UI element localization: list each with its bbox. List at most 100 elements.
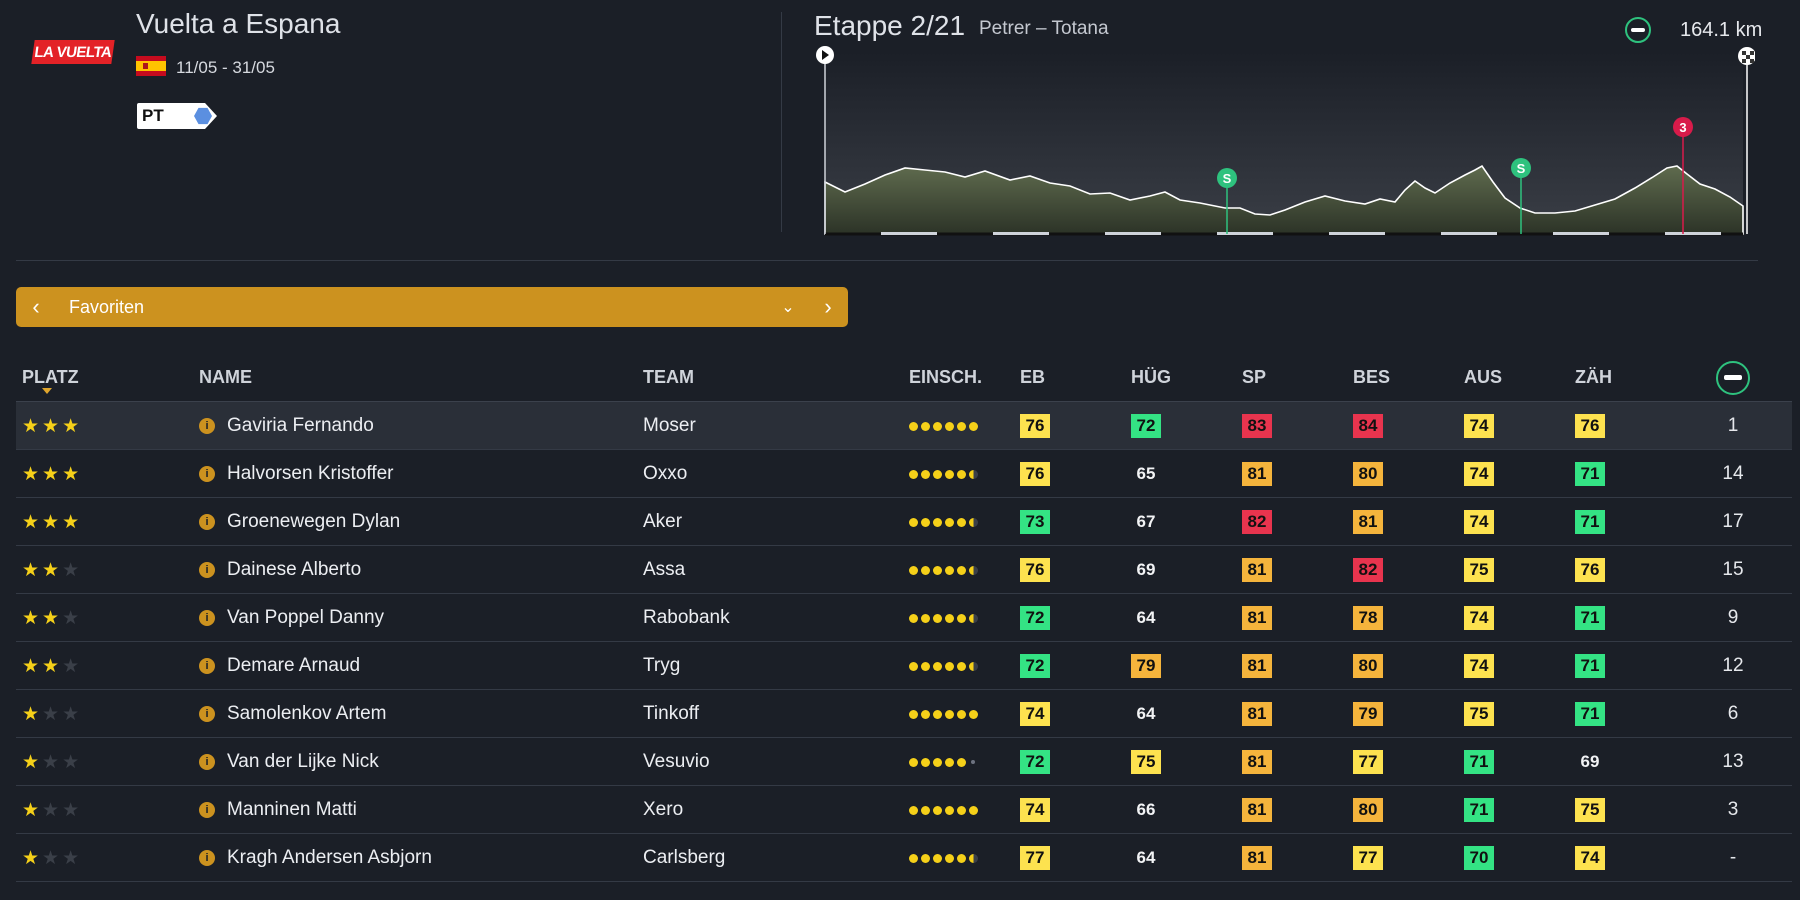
header-einsch[interactable]: EINSCH. <box>909 367 983 387</box>
form-dot <box>933 517 942 527</box>
stat-zah-value: 71 <box>1575 654 1605 678</box>
header-sp[interactable]: SP <box>1242 367 1267 387</box>
info-icon[interactable]: i <box>199 418 215 434</box>
stat-bes: 82 <box>1353 546 1383 594</box>
rider-team: Xero <box>643 799 684 820</box>
table-row[interactable]: ★ ★ ★ i Van der Lijke Nick Vesuvio 72 75 81 77 71 6… <box>16 738 1792 786</box>
form-indicator <box>909 642 978 690</box>
rider-name[interactable]: Samolenkov Artem <box>227 703 387 724</box>
form-dot <box>969 805 978 815</box>
star-icon: ★ <box>42 703 60 725</box>
table-row[interactable]: ★ ★ ★ i Demare Arnaud Tryg 72 79 81 80 74 71 12 <box>16 642 1792 690</box>
info-icon[interactable]: i <box>199 658 215 674</box>
rider-name[interactable]: Groenewegen Dylan <box>227 511 401 532</box>
info-icon-wrap[interactable]: i <box>199 546 215 594</box>
form-dot <box>971 760 975 764</box>
rider-team: Tinkoff <box>643 703 699 724</box>
stat-bes: 80 <box>1353 642 1383 690</box>
table-row[interactable]: ★ ★ ★ i Samolenkov Artem Tinkoff 74 64 81 79 75 71 6 <box>16 690 1792 738</box>
info-icon-wrap[interactable]: i <box>199 786 215 834</box>
info-icon[interactable]: i <box>199 706 215 722</box>
table-body: ★ ★ ★ i Gaviria Fernando Moser 76 72 83 84 74 76 1 ★ ★… <box>16 402 1792 882</box>
rider-name[interactable]: Van Poppel Danny <box>227 607 385 628</box>
elevation-area <box>824 164 1744 235</box>
stat-eb: 74 <box>1020 690 1050 738</box>
star-icon: ★ <box>42 511 60 533</box>
info-icon-wrap[interactable]: i <box>199 498 215 546</box>
form-dot <box>957 421 966 431</box>
star-icon: ★ <box>62 751 80 773</box>
header-eb[interactable]: EB <box>1020 367 1046 387</box>
form-dot <box>945 565 954 575</box>
table-row[interactable]: ★ ★ ★ i Kragh Andersen Asbjorn Carlsberg 77 64 8… <box>16 834 1792 882</box>
info-icon-wrap[interactable]: i <box>199 834 215 882</box>
table-row[interactable]: ★ ★ ★ i Van Poppel Danny Rabobank 72 64 81 78 74 71… <box>16 594 1792 642</box>
stat-sp: 81 <box>1242 546 1272 594</box>
table-row[interactable]: ★ ★ ★ i Gaviria Fernando Moser 76 72 83 84 74 76 1 <box>16 402 1792 450</box>
sort-arrow-icon <box>42 388 52 394</box>
info-icon-wrap[interactable]: i <box>199 594 215 642</box>
stat-bes-value: 79 <box>1353 702 1383 726</box>
star-icon: ★ <box>42 799 60 821</box>
form-dot <box>921 613 930 623</box>
stat-sp: 81 <box>1242 690 1272 738</box>
stat-zah-value: 71 <box>1575 462 1605 486</box>
info-icon-wrap[interactable]: i <box>199 642 215 690</box>
stat-aus-value: 71 <box>1464 750 1494 774</box>
header-hug[interactable]: HÜG <box>1131 367 1171 387</box>
info-icon[interactable]: i <box>199 562 215 578</box>
header-aus[interactable]: AUS <box>1464 367 1503 387</box>
header-zah[interactable]: ZÄH <box>1575 367 1612 387</box>
stat-zah: 75 <box>1575 786 1605 834</box>
info-icon[interactable]: i <box>199 802 215 818</box>
info-icon[interactable]: i <box>199 610 215 626</box>
table-row[interactable]: ★ ★ ★ i Groenewegen Dylan Aker 73 67 82 81 74 71 17 <box>16 498 1792 546</box>
rider-name[interactable]: Manninen Matti <box>227 799 357 820</box>
info-icon[interactable]: i <box>199 850 215 866</box>
stat-sp-value: 82 <box>1242 510 1272 534</box>
rider-name[interactable]: Gaviria Fernando <box>227 415 374 436</box>
table-row[interactable]: ★ ★ ★ i Halvorsen Kristoffer Oxxo 76 65 81 80 74 71… <box>16 450 1792 498</box>
stat-aus-value: 74 <box>1464 606 1494 630</box>
rider-name[interactable]: Demare Arnaud <box>227 655 361 676</box>
chevron-down-icon[interactable]: ⌄ <box>781 299 795 316</box>
profile-rank-header-icon[interactable] <box>1716 361 1750 395</box>
race-category-badge: PT <box>137 103 217 129</box>
stat-zah: 71 <box>1575 642 1605 690</box>
header-name[interactable]: NAME <box>199 367 252 387</box>
favorites-table: PLATZ NAME TEAM EINSCH. EB HÜG SP BES AU… <box>16 358 1792 882</box>
table-row[interactable]: ★ ★ ★ i Dainese Alberto Assa 76 69 81 82 75 76 15 <box>16 546 1792 594</box>
rider-name[interactable]: Kragh Andersen Asbjorn <box>227 847 432 868</box>
selector-label[interactable]: Favoriten <box>69 296 145 317</box>
star-icon: ★ <box>62 703 80 725</box>
form-dot <box>921 469 930 479</box>
header-bes[interactable]: BES <box>1353 367 1391 387</box>
info-icon-wrap[interactable]: i <box>199 690 215 738</box>
chevron-left-icon[interactable]: ‹ <box>32 294 40 319</box>
info-icon-wrap[interactable]: i <box>199 738 215 786</box>
chevron-right-icon[interactable]: › <box>824 294 832 319</box>
stat-hug: 65 <box>1131 450 1161 498</box>
header-team[interactable]: TEAM <box>643 367 694 387</box>
table-row[interactable]: ★ ★ ★ i Manninen Matti Xero 74 66 81 80 71 75 3 <box>16 786 1792 834</box>
info-icon-wrap[interactable]: i <box>199 450 215 498</box>
stat-bes-value: 77 <box>1353 750 1383 774</box>
header-platz[interactable]: PLATZ <box>22 367 79 387</box>
rider-name[interactable]: Halvorsen Kristoffer <box>227 463 394 484</box>
rating-stars: ★ ★ ★ <box>22 834 79 882</box>
rider-list-selector[interactable]: ‹ Favoriten ⌄ › <box>16 287 848 327</box>
stat-aus-value: 74 <box>1464 462 1494 486</box>
info-icon[interactable]: i <box>199 754 215 770</box>
info-icon-wrap[interactable]: i <box>199 402 215 450</box>
stat-sp: 83 <box>1242 402 1272 450</box>
form-indicator <box>909 450 978 498</box>
rating-stars: ★ ★ ★ <box>22 498 79 546</box>
info-icon[interactable]: i <box>199 466 215 482</box>
form-dot <box>909 805 918 815</box>
stat-aus: 74 <box>1464 594 1494 642</box>
rider-name[interactable]: Dainese Alberto <box>227 559 362 580</box>
rider-name[interactable]: Van der Lijke Nick <box>227 751 379 772</box>
info-icon[interactable]: i <box>199 514 215 530</box>
star-icon: ★ <box>22 799 40 821</box>
stat-aus-value: 75 <box>1464 702 1494 726</box>
